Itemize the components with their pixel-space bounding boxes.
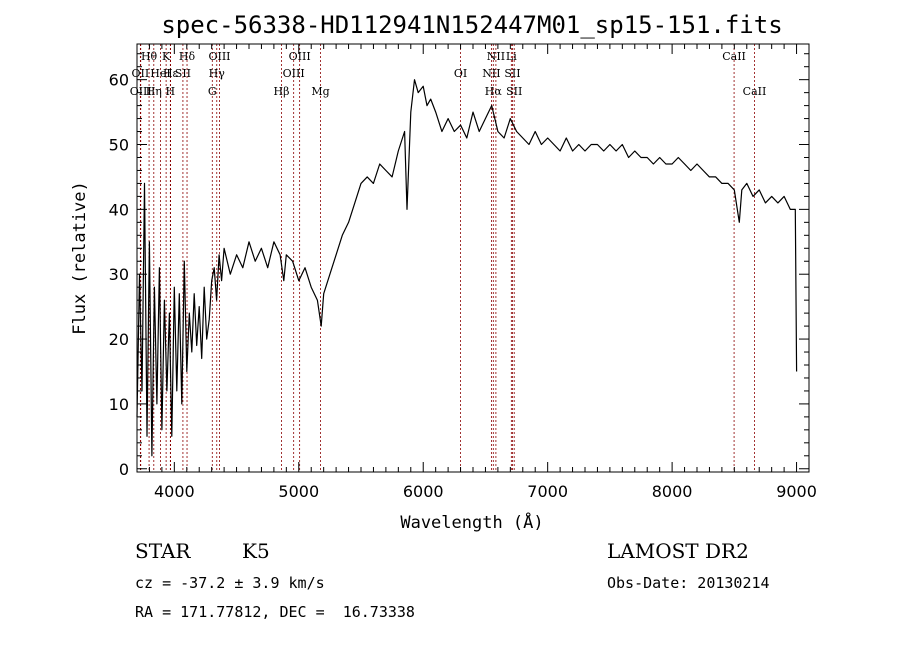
line-label: H	[166, 85, 176, 98]
line-label: Hε	[163, 67, 179, 80]
object-subclass: K5	[242, 539, 270, 563]
y-tick-label: 40	[109, 200, 129, 219]
x-tick-label: 4000	[154, 482, 195, 501]
line-label: Hη	[146, 85, 162, 98]
observation-date: Obs-Date: 20130214	[607, 574, 770, 592]
line-label: Hα	[485, 85, 503, 98]
x-axis-label: Wavelength (Å)	[400, 511, 543, 533]
x-tick-label: 7000	[527, 482, 568, 501]
redshift-velocity: cz = -37.2 ± 3.9 km/s	[135, 574, 325, 592]
line-label: SII	[506, 85, 522, 98]
line-label: CaII	[722, 50, 746, 63]
x-tick-label: 5000	[278, 482, 319, 501]
line-label: Mg	[311, 85, 329, 98]
line-label: OII	[132, 67, 150, 80]
y-tick-label: 30	[109, 265, 129, 284]
y-tick-label: 0	[119, 460, 129, 479]
line-label: OIII	[289, 50, 311, 63]
y-axis-label: Flux (relative)	[70, 181, 90, 335]
ra-dec-coordinates: RA = 171.77812, DEC = 16.73338	[135, 603, 415, 621]
x-tick-label: 9000	[776, 482, 817, 501]
line-label: Hβ	[274, 85, 290, 98]
line-label: K	[162, 50, 171, 63]
x-axis-ticks: 4000 5000 6000 7000 8000 9000	[136, 44, 817, 501]
object-class: STAR	[135, 539, 191, 563]
x-tick-label: 6000	[403, 482, 444, 501]
line-label: NII	[482, 67, 500, 80]
y-tick-label: 60	[109, 71, 129, 90]
line-label: G	[208, 85, 217, 98]
line-label: OIII	[283, 67, 305, 80]
line-label: Hθ	[141, 50, 158, 63]
y-tick-label: 50	[109, 136, 129, 155]
line-label: HeI	[150, 67, 170, 80]
spectral-line-markers	[139, 44, 755, 472]
x-tick-label: 8000	[652, 482, 693, 501]
survey-name: LAMOST DR2	[607, 539, 749, 563]
chart-title: spec-56338-HD112941N152447M01_sp15-151.f…	[161, 11, 782, 39]
line-label: Li	[506, 50, 517, 63]
line-label: CaII	[743, 85, 767, 98]
y-axis-ticks: 0 10 20 30 40 50 60	[109, 53, 809, 479]
line-label: SII	[504, 67, 520, 80]
y-tick-label: 10	[109, 395, 129, 414]
line-label: Hδ	[179, 50, 196, 63]
line-label: Hγ	[209, 67, 226, 80]
line-label: SII	[175, 67, 191, 80]
line-label: OIII	[130, 85, 152, 98]
line-label: OIII	[208, 50, 230, 63]
line-label: OI	[454, 67, 467, 80]
y-tick-label: 20	[109, 330, 129, 349]
line-label: NII	[487, 50, 505, 63]
spectrum-line	[136, 79, 798, 457]
